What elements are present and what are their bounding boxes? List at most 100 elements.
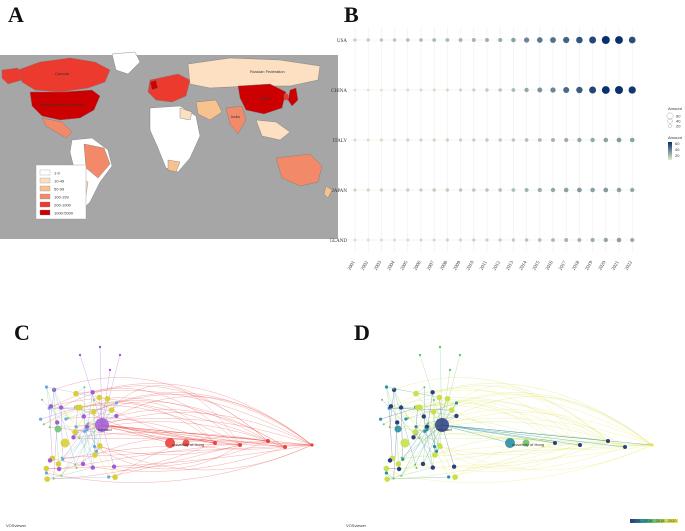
bubble-point [419,38,423,42]
bubble-x-tick: 2006 [413,260,423,272]
bubble-point [616,187,622,193]
bubble-point [459,88,463,92]
network-hub-node [435,418,449,432]
network-node [437,443,443,449]
network-node [379,417,383,421]
bubble-point [603,187,609,193]
network-link [401,385,609,442]
network-link [93,411,95,447]
network-node [48,404,54,409]
bubble-y-tick: CHINA [331,89,347,94]
network-node [448,407,455,413]
network-link [101,424,216,444]
network-link [441,424,626,448]
label-russia: Russian Federation [250,69,285,74]
network-node [84,424,90,430]
bubble-point [366,238,370,242]
network-node [407,417,410,420]
network-link [401,429,428,476]
network-node [425,428,429,432]
network-link [387,467,433,480]
bubble-point [511,188,516,192]
network-link [50,397,269,442]
bubble-point [393,238,397,242]
bubble-point [628,86,636,94]
network-node [458,353,462,357]
network-node [108,407,115,413]
network-link [398,424,443,465]
network-link [99,444,313,471]
world-map: Canada United States of America Russian … [0,51,338,239]
net-c-watermark: VOSviewer [6,523,27,528]
network-link [76,390,313,446]
network-node [97,443,103,449]
network-node [266,439,270,443]
network-link [434,444,581,470]
bubble-point [511,88,516,92]
bubble-point [472,188,476,192]
network-node [412,429,418,435]
bubble-color-legend-label: 40 [675,147,680,152]
bubble-point [536,37,543,43]
bubble-x-tick: 2012 [493,260,503,272]
bubble-point [603,137,609,143]
network-node [283,445,287,449]
network-link [61,385,269,442]
network-link [108,444,241,478]
network-node [404,417,408,421]
map-legend-label: 200-1000 [54,203,72,208]
network-link [101,424,171,444]
bubble-point [550,87,556,93]
network-link [84,412,313,446]
network-link [415,407,418,434]
network-link [88,392,93,424]
bubble-point [524,238,529,242]
bubble-size-legend-title: Amount [668,106,683,111]
network-link [413,432,609,442]
network-link [416,390,653,446]
network-node [41,398,43,401]
bubble-point [393,138,397,142]
bubble-point [550,187,556,193]
country-australia [275,153,323,187]
network-node [107,475,111,479]
bubble-point [472,138,476,142]
network-node [382,423,385,426]
net-d-center-label: university of Hong [512,442,544,447]
bubble-point [550,137,556,143]
bubble-x-tick: 2021 [611,260,621,272]
network-link [114,440,269,468]
network-node [452,474,458,480]
bubble-point [498,238,502,242]
country-usa [29,89,101,121]
network-link [79,354,103,426]
network-node [432,444,437,449]
network-node [411,435,416,440]
network-node [430,390,435,395]
bubble-point [601,86,610,94]
network-link [47,476,109,480]
network-link [53,388,77,468]
network-link [383,402,556,444]
bubble-point [353,188,357,192]
network-node [95,449,99,453]
network-node [381,398,383,401]
network-hub-node [95,418,109,432]
bubble-x-tick: 2007 [427,260,437,272]
network-node [118,353,122,357]
network-link [49,427,313,446]
network-link [441,424,511,444]
network-overlay-view: university of Hong harvard VOSviewer 201… [346,345,678,528]
network-link [101,424,313,446]
network-node [238,443,242,447]
network-node [435,449,439,453]
bubble-point [563,86,570,94]
bubble-color-legend-bar [668,142,672,160]
bubble-point [629,137,635,143]
network-node [424,424,430,430]
network-node [430,465,435,470]
network-link [439,445,456,478]
network-node [414,463,417,466]
bubble-x-tick: 2001 [347,260,357,272]
bubble-point [590,187,595,193]
